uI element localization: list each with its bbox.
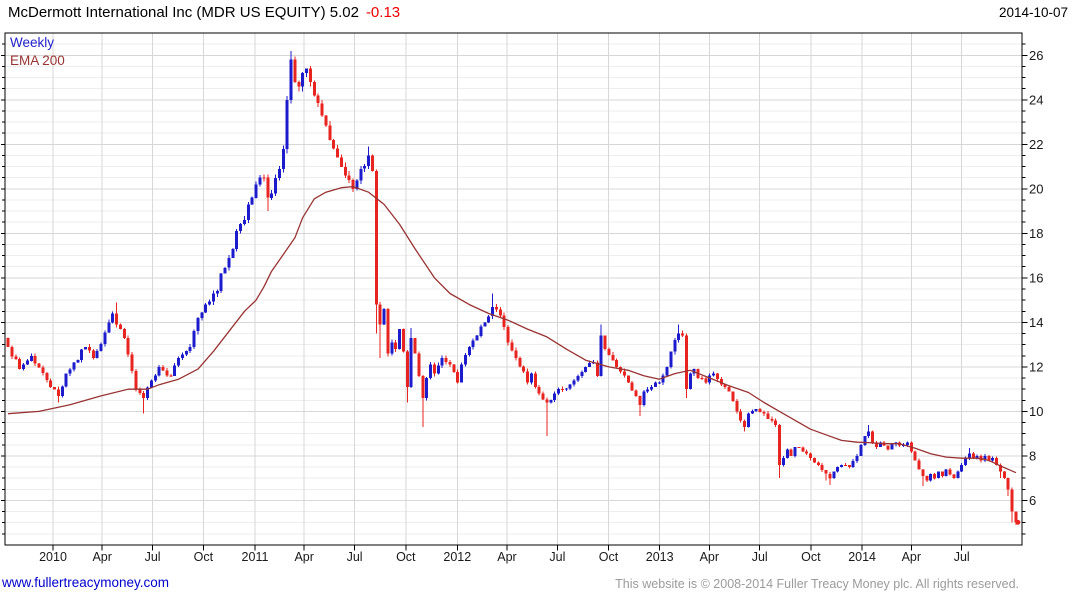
x-axis-label: Jul (347, 550, 363, 564)
down-candle-wicks (7, 56, 1017, 525)
x-axis-label: Jul (145, 550, 161, 564)
y-axis-label: 6 (1029, 493, 1036, 508)
x-axis-label: Oct (599, 550, 619, 564)
gridlines-vertical (52, 33, 963, 545)
price-change: -0.13 (365, 4, 401, 21)
y-axis-label: 8 (1029, 449, 1036, 464)
down-candle-bodies (6, 59, 1018, 523)
x-axis-label: Jul (752, 550, 768, 564)
y-axis-label: 14 (1029, 315, 1043, 330)
gridlines-minor (5, 43, 1022, 535)
x-axis-label: 2010 (39, 550, 67, 564)
y-axis-label: 26 (1029, 48, 1043, 63)
axis-ticks (1, 43, 1028, 551)
y-axis-label: 20 (1029, 181, 1043, 196)
page-title: McDermott International Inc (MDR US EQUI… (8, 4, 400, 21)
y-axis-label: 16 (1029, 270, 1043, 285)
legend-ema: EMA 200 (10, 53, 65, 68)
chart-date: 2014-10-07 (998, 5, 1068, 20)
x-axis-label: Apr (700, 550, 719, 564)
y-axis-label: 10 (1029, 404, 1043, 419)
x-axis-label: Jul (549, 550, 565, 564)
copyright-text: This website is © 2008-2014 Fuller Treac… (615, 577, 1019, 591)
instrument-title: McDermott International Inc (MDR US EQUI… (8, 4, 359, 21)
x-axis-label: Oct (396, 550, 416, 564)
x-axis-label: Oct (194, 550, 214, 564)
site-link[interactable]: www.fullertreacymoney.com (2, 575, 170, 590)
ema-200-line (7, 185, 1017, 474)
y-axis-label: 18 (1029, 226, 1043, 241)
up-candle-bodies (22, 59, 995, 481)
x-axis-label: 2013 (646, 550, 674, 564)
x-axis-label: 2012 (443, 550, 471, 564)
x-axis-label: Apr (294, 550, 313, 564)
x-axis-label: Oct (801, 550, 821, 564)
x-axis-label: Apr (92, 550, 111, 564)
y-axis-label: 24 (1029, 92, 1043, 107)
x-axis-label: Apr (497, 550, 516, 564)
legend-interval: Weekly (10, 35, 55, 50)
x-axis-label: Apr (902, 550, 921, 564)
x-axis-label: 2011 (242, 550, 269, 564)
y-axis-label: 22 (1029, 137, 1043, 152)
last-price-dot (1015, 519, 1021, 525)
y-axis-label: 12 (1029, 359, 1043, 374)
x-axis-label: Jul (954, 550, 970, 564)
x-axis-label: 2014 (848, 550, 876, 564)
